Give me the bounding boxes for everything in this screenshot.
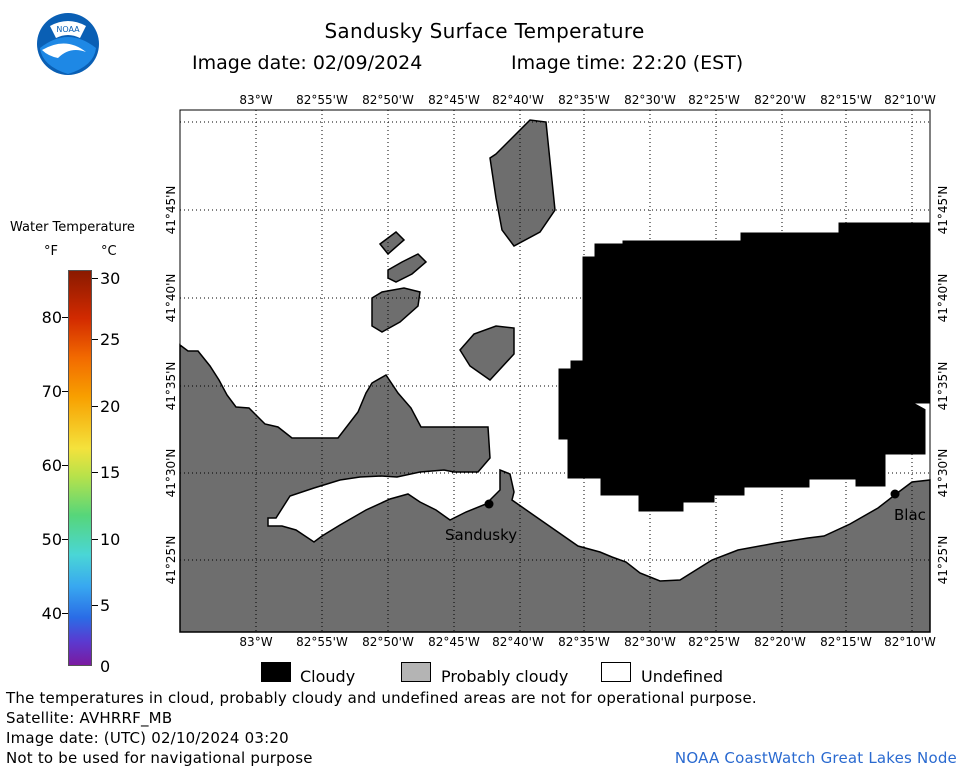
legend-undefined-swatch [601,662,631,682]
surface-temperature-map: 83°W 82°55'W 82°50'W 82°45'W 82°40'W 82°… [164,93,950,649]
colorbar-c-tick: 10 [100,530,121,549]
lon-label-top: 82°30'W [624,93,676,107]
page-title: Sandusky Surface Temperature [324,19,645,43]
lon-label-top: 82°10'W [884,93,936,107]
lat-label-left: 41°40'N [164,274,178,323]
colorbar-f-tick: 80 [41,308,62,327]
lon-label-bottom: 82°50'W [362,635,414,649]
colorbar-f-tick: 40 [41,604,62,623]
land-south-shore [179,343,931,633]
logo-text: NOAA [56,25,80,34]
lon-label-bottom: 82°20'W [754,635,806,649]
small-island-2 [387,253,428,283]
city-label-blac: Blac [894,506,926,524]
colorbar-tick-mark [62,317,68,318]
small-island-1 [378,231,406,256]
lon-label-top: 82°45'W [428,93,480,107]
lon-label-top: 82°55'W [296,93,348,107]
legend-probably-cloudy-swatch [401,662,431,682]
lon-label-bottom: 82°15'W [820,635,872,649]
lat-label-right: 41°30'N [936,449,950,498]
lon-label-top: 82°50'W [362,93,414,107]
lat-label-left: 41°30'N [164,449,178,498]
colorbar-f-tick: 70 [41,382,62,401]
lon-label-bottom: 82°30'W [624,635,676,649]
colorbar-c-tick: 25 [100,330,121,349]
legend-cloudy-label: Cloudy [300,667,356,686]
graticule [180,110,930,632]
lon-label-bottom: 82°10'W [884,635,936,649]
lat-label-left: 41°45'N [164,186,178,235]
kelleys-island [489,119,556,247]
lon-label-bottom: 82°55'W [296,635,348,649]
colorbar-tick-mark [62,465,68,466]
image-time: Image time: 22:20 (EST) [511,52,744,74]
colorbar-f-tick: 60 [41,456,62,475]
lon-label-bottom: 83°W [239,635,272,649]
colorbar-c-tick: 20 [100,397,121,416]
colorbar-tick-mark [62,613,68,614]
lat-label-left: 41°25'N [164,536,178,585]
blac-marker [890,489,900,499]
lon-label-bottom: 82°40'W [492,635,544,649]
colorbar-tick-mark [62,391,68,392]
navigation-warning: Not to be used for navigational purpose [6,749,313,767]
lat-label-right: 41°40'N [936,274,950,323]
colorbar-c-tick: 30 [100,269,121,288]
cloud-area [557,221,931,513]
lon-label-top: 82°35'W [558,93,610,107]
south-bass-island [371,287,421,333]
satellite-text: Satellite: AVHRRF_MB [6,709,173,727]
sandusky-marker [484,499,494,509]
colorbar-tick-mark [92,278,98,279]
credit-text: NOAA CoastWatch Great Lakes Node [674,749,957,767]
colorbar-tick-mark [92,406,98,407]
lon-label-top: 82°20'W [754,93,806,107]
lon-label-bottom: 82°45'W [428,635,480,649]
colorbar-c-tick: 15 [100,463,121,482]
lat-label-right: 41°35'N [936,362,950,411]
lon-label-top: 83°W [239,93,272,107]
temperature-color-scale [68,270,92,666]
lon-label-bottom: 82°25'W [688,635,740,649]
lat-label-right: 41°25'N [936,536,950,585]
lon-label-top: 82°40'W [492,93,544,107]
lon-label-top: 82°25'W [688,93,740,107]
image-date: Image date: 02/09/2024 [192,52,423,74]
colorbar-f-tick: 50 [41,530,62,549]
colorbar-tick-mark [92,539,98,540]
disclaimer-text: The temperatures in cloud, probably clou… [6,689,757,707]
unit-celsius: °C [101,244,117,259]
colorbar-tick-mark [62,539,68,540]
colorbar-tick-mark [92,472,98,473]
legend-cloudy-swatch [261,662,291,682]
map-frame [179,109,931,633]
colorbar-title: Water Temperature [10,220,135,235]
lat-label-right: 41°45'N [936,186,950,235]
legend-undefined-label: Undefined [641,667,724,686]
lon-label-bottom: 82°35'W [558,635,610,649]
colorbar-c-tick: 5 [100,596,111,615]
colorbar-c-tick: 0 [100,657,111,676]
lon-label-top: 82°15'W [820,93,872,107]
colorbar-tick-mark [92,339,98,340]
lat-label-left: 41°35'N [164,362,178,411]
city-label-sandusky: Sandusky [445,526,517,544]
unit-fahrenheit: °F [44,244,58,259]
colorbar-tick-mark [92,605,98,606]
utc-date-text: Image date: (UTC) 02/10/2024 03:20 [6,729,289,747]
noaa-logo: NOAA [37,13,99,75]
johnson-island [459,325,515,381]
legend-probably-cloudy-label: Probably cloudy [441,667,569,686]
